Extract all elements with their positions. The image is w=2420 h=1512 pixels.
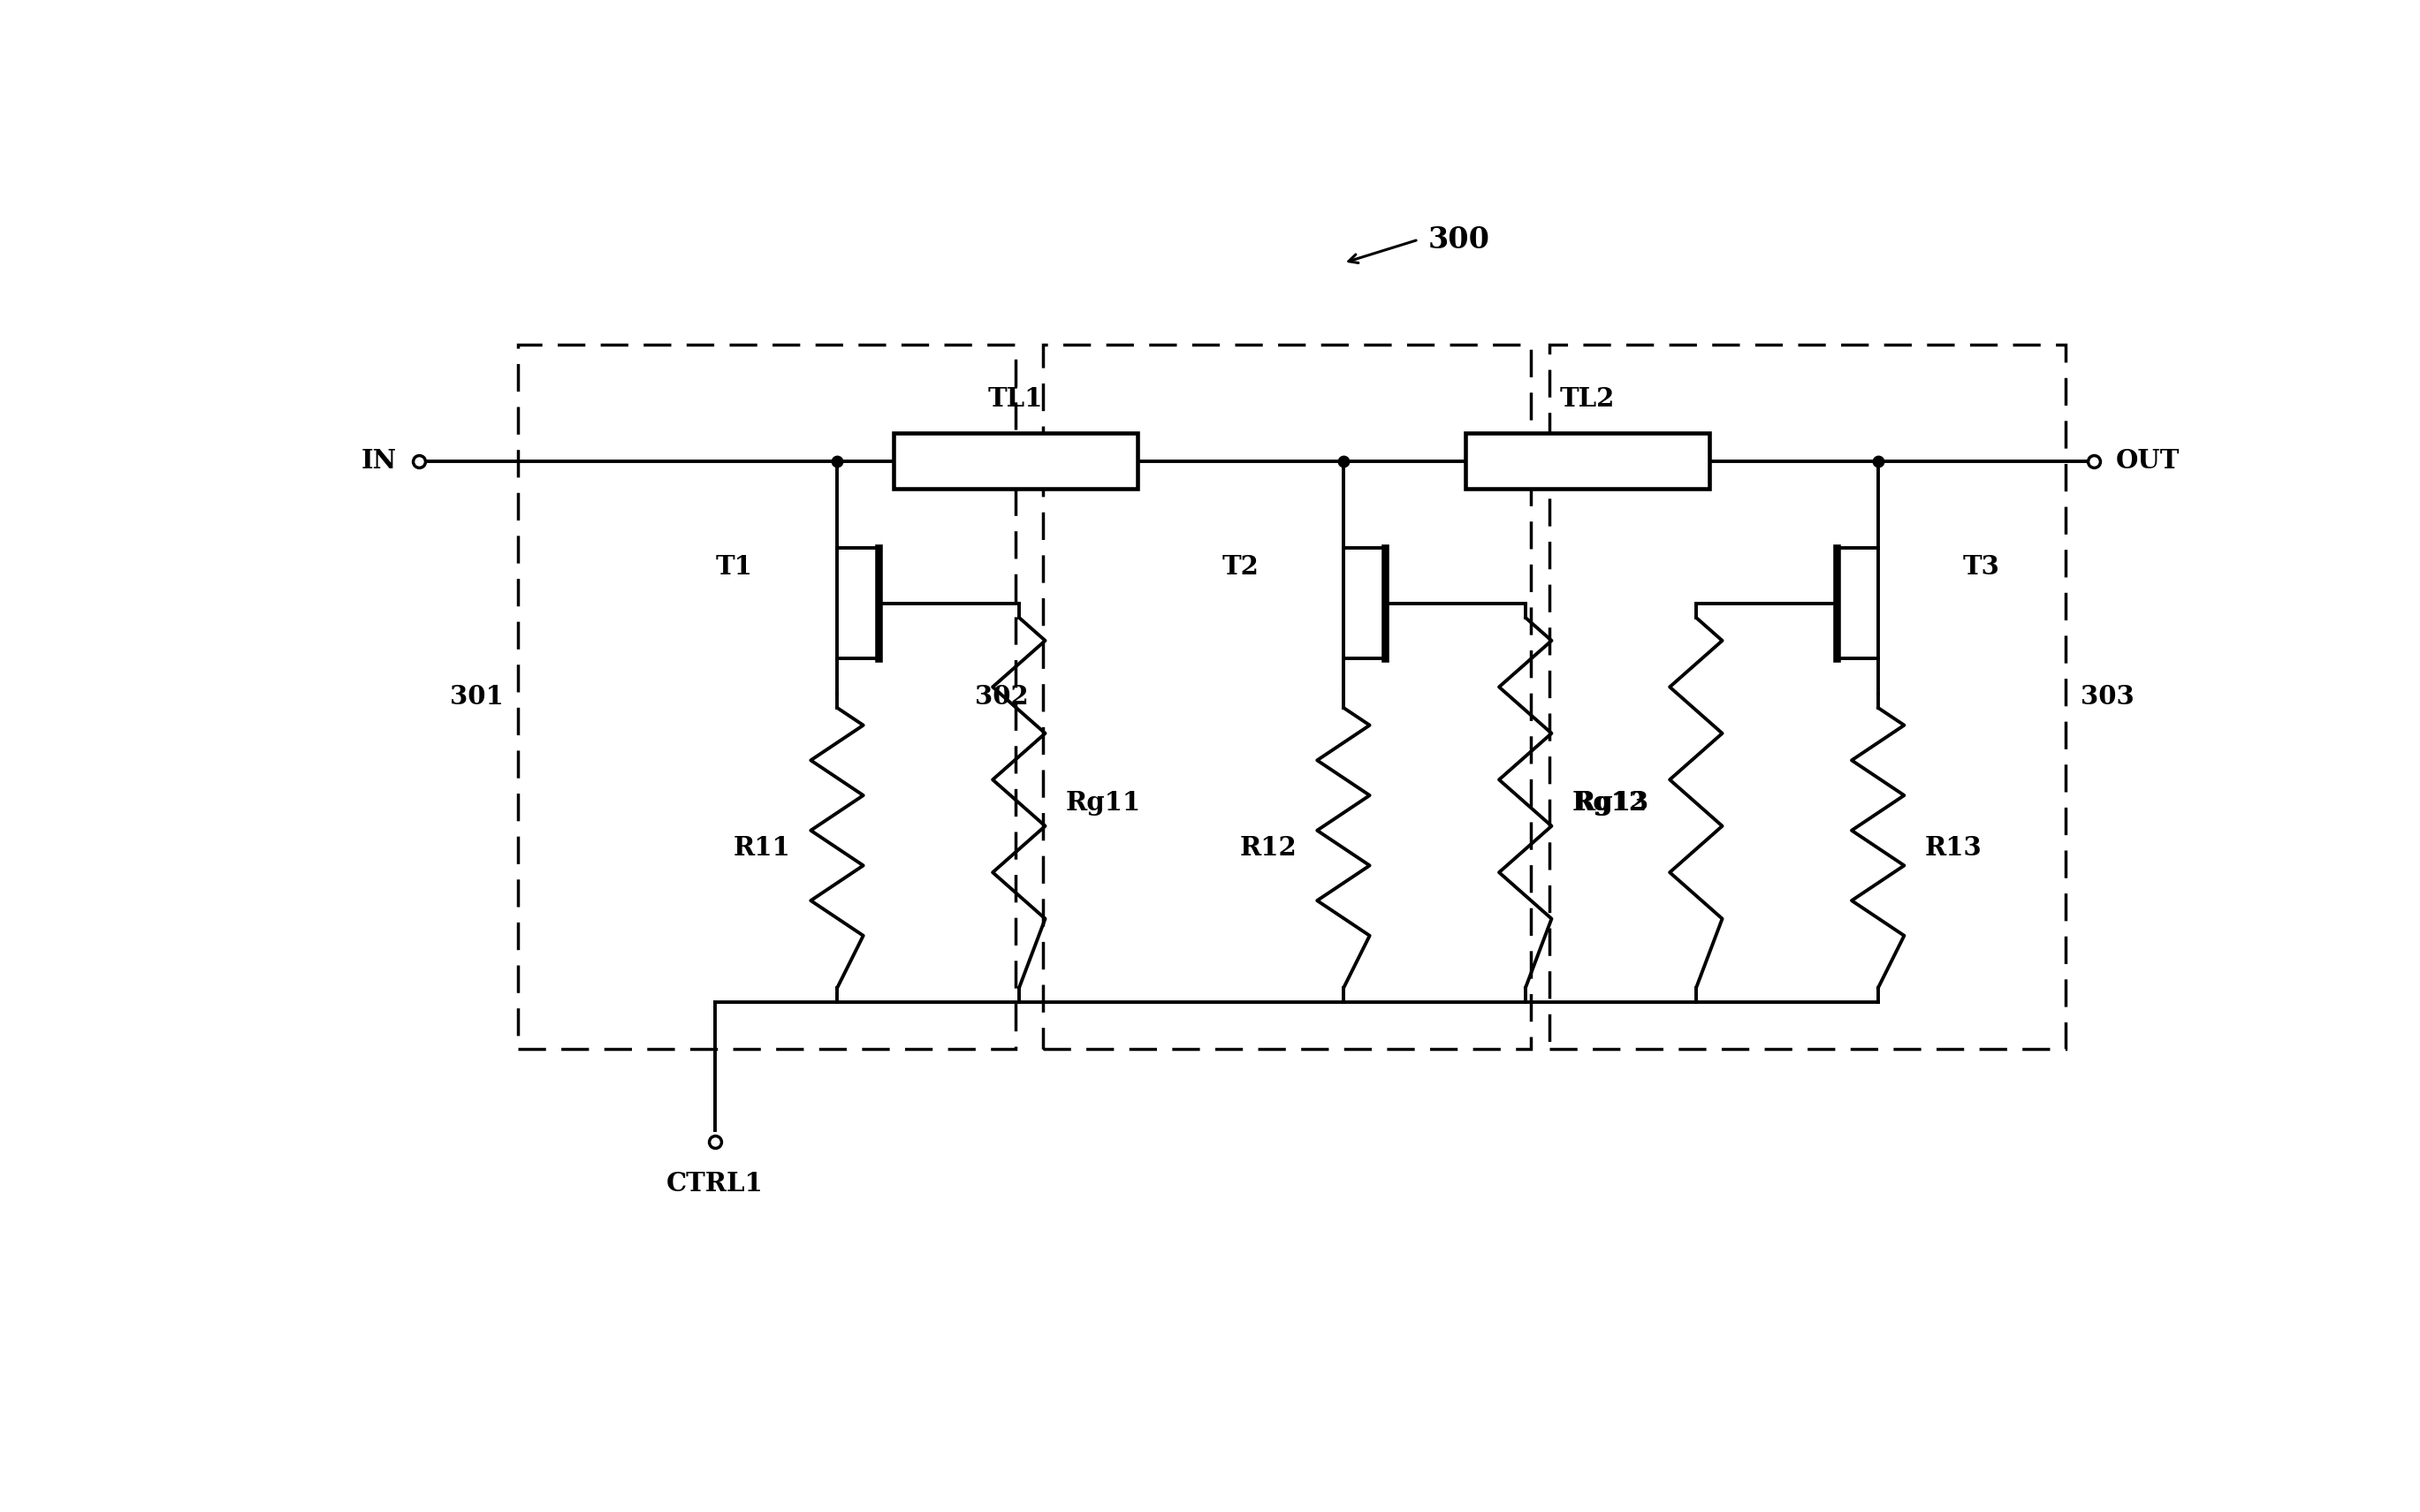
Text: 301: 301 xyxy=(450,683,503,709)
Bar xyxy=(1467,432,1709,488)
Text: OUT: OUT xyxy=(2115,448,2180,473)
Text: IN: IN xyxy=(361,448,397,473)
Text: 300: 300 xyxy=(1428,225,1491,254)
Bar xyxy=(893,432,1137,488)
Text: Rg12: Rg12 xyxy=(1573,791,1648,815)
Text: T2: T2 xyxy=(1222,553,1258,579)
Text: T3: T3 xyxy=(1963,553,1999,579)
Text: CTRL1: CTRL1 xyxy=(666,1170,765,1196)
Text: 303: 303 xyxy=(2081,683,2134,709)
Text: Rg13: Rg13 xyxy=(1573,791,1648,815)
Text: TL1: TL1 xyxy=(987,387,1043,411)
Text: T1: T1 xyxy=(716,553,753,579)
Text: TL2: TL2 xyxy=(1558,387,1614,411)
Text: Rg11: Rg11 xyxy=(1065,791,1142,815)
Text: R11: R11 xyxy=(733,835,789,860)
Text: 302: 302 xyxy=(975,683,1028,709)
Text: R13: R13 xyxy=(1924,835,1982,860)
Text: R12: R12 xyxy=(1239,835,1297,860)
